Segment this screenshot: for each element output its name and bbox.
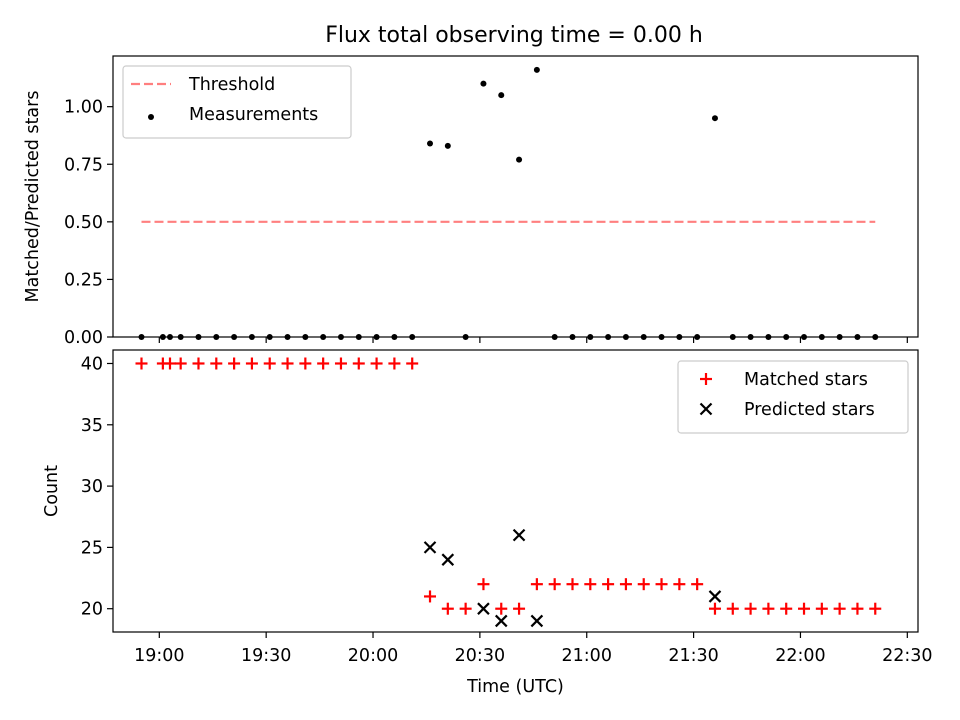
y-axis-label: Matched/Predicted stars [23, 91, 43, 303]
matched-star-marker [584, 578, 597, 591]
legend-measurement-swatch [148, 114, 154, 120]
matched-star-marker [833, 602, 846, 615]
y-tick-label: 25 [81, 538, 103, 558]
top-panel: 0.00 0.25 0.50 0.75 1.00 Matched/Predicted st… [23, 55, 919, 348]
x-tick-label: 22:00 [775, 646, 825, 666]
measurement-point [427, 140, 434, 147]
matched-star-marker [210, 357, 223, 370]
measurement-point [533, 66, 540, 73]
matched-star-marker [780, 602, 793, 615]
predicted-star-marker [477, 602, 490, 615]
legend-label: Predicted stars [744, 400, 875, 420]
x-tick-label: 21:00 [562, 646, 612, 666]
matched-star-marker [602, 578, 615, 591]
predicted-star-marker [512, 528, 526, 542]
legend-label: Matched stars [744, 370, 868, 390]
matched-star-marker [495, 602, 508, 615]
matched-star-marker [744, 602, 757, 615]
legend-matched-swatch [700, 373, 712, 385]
matched-star-marker [135, 357, 148, 370]
matched-star-marker [655, 578, 668, 591]
x-tick-label: 20:00 [348, 646, 398, 666]
matched-star-marker [798, 602, 811, 615]
measurement-point [444, 142, 451, 149]
legend: Threshold Measurements [122, 65, 352, 139]
matched-star-marker [299, 357, 312, 370]
matched-star-marker [317, 357, 330, 370]
matched-star-marker [513, 602, 526, 615]
y-tick-label: 40 [81, 354, 103, 374]
x-tick-label: 19:00 [134, 646, 184, 666]
matched-star-marker [388, 357, 401, 370]
legend-frame [677, 360, 909, 434]
matched-star-marker [174, 357, 187, 370]
matched-star-marker [228, 357, 241, 370]
y-tick-label: 20 [81, 600, 103, 620]
y-tick-label: 1.00 [64, 98, 103, 118]
matched-star-marker [869, 602, 882, 615]
matched-star-marker [637, 578, 650, 591]
matched-star-marker [619, 578, 632, 591]
matched-star-marker [851, 602, 864, 615]
matched-star-marker [424, 590, 437, 603]
matched-star-marker [334, 357, 347, 370]
matched-star-marker [192, 357, 205, 370]
matched-star-marker [548, 578, 561, 591]
matched-star-marker [245, 357, 258, 370]
matched-star-marker [708, 602, 721, 615]
matched-star-marker [673, 578, 686, 591]
matched-star-marker [691, 578, 704, 591]
axes-frame [112, 349, 919, 633]
measurement-point [480, 80, 487, 87]
y-axis-label: Count [42, 465, 62, 517]
measurement-point [498, 92, 505, 99]
y-tick-label: 0.50 [64, 213, 103, 233]
y-tick-label: 0.75 [64, 155, 103, 175]
legend-label: Measurements [189, 105, 318, 125]
matched-star-marker [530, 578, 543, 591]
bottom-panel: 20 25 30 35 40 19:00 19:30 20:00 20:30 21:00 21:30… [42, 349, 933, 697]
predicted-star-marker [441, 553, 455, 566]
predicted-star-marker [530, 614, 544, 628]
matched-star-marker [281, 357, 294, 370]
matched-star-marker [352, 357, 365, 370]
axes-frame [112, 55, 919, 338]
legend-frame [122, 65, 352, 139]
x-tick-label: 21:30 [668, 646, 718, 666]
matched-star-marker [370, 357, 383, 370]
matched-star-marker [441, 602, 454, 615]
legend: Matched stars Predicted stars [677, 360, 909, 434]
matched-star-marker [762, 602, 775, 615]
predicted-star-marker [423, 541, 437, 554]
measurement-point [516, 156, 523, 163]
x-axis-label: Time (UTC) [466, 677, 564, 697]
legend-predicted-swatch [699, 402, 713, 416]
x-tick-label: 20:30 [455, 646, 505, 666]
predicted-star-marker [708, 590, 722, 603]
figure-title: Flux total observing time = 0.00 h [325, 23, 703, 48]
y-tick-label: 35 [81, 416, 103, 436]
x-tick-label: 22:30 [882, 646, 932, 666]
matched-star-marker [163, 357, 176, 370]
predicted-star-marker [494, 614, 508, 628]
y-tick-label: 0.00 [64, 328, 103, 348]
matched-star-marker [726, 602, 739, 615]
matched-star-marker [477, 578, 490, 591]
y-tick-label: 30 [81, 477, 103, 497]
legend-label: Threshold [188, 75, 275, 95]
matched-star-marker [263, 357, 276, 370]
matched-star-marker [815, 602, 828, 615]
matched-star-marker [406, 357, 419, 370]
measurement-point [711, 115, 718, 122]
matched-star-marker [459, 602, 472, 615]
y-tick-label: 0.25 [64, 270, 103, 290]
matched-star-marker [566, 578, 579, 591]
x-tick-label: 19:30 [241, 646, 291, 666]
